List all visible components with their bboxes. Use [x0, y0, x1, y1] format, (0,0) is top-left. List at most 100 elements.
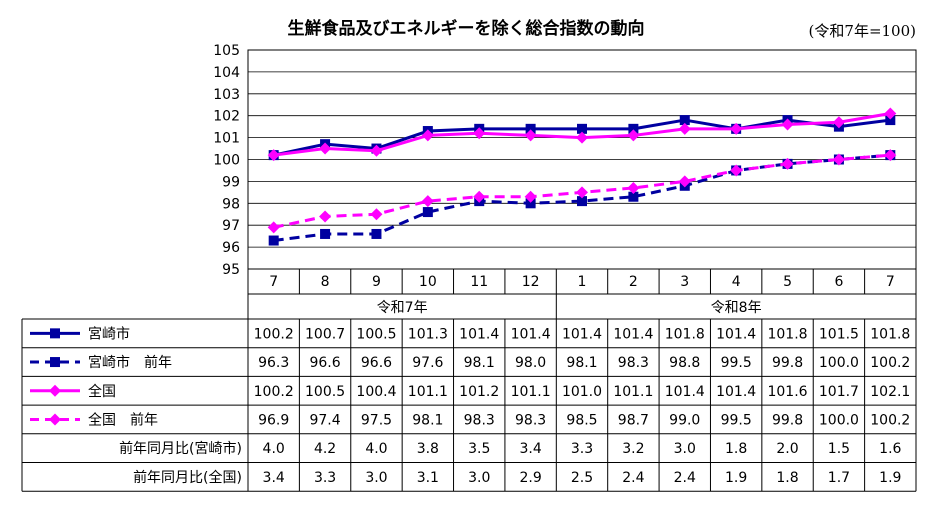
- table-value: 101.7: [819, 384, 859, 400]
- table-value: 2.4: [674, 470, 696, 486]
- table-value: 2.4: [622, 470, 644, 486]
- x-tick-label: 5: [783, 274, 792, 290]
- table-value: 3.1: [417, 470, 439, 486]
- table-value: 1.9: [725, 470, 747, 486]
- table-value: 101.8: [767, 326, 807, 342]
- table-value: 101.4: [613, 326, 653, 342]
- data-point: [267, 149, 280, 162]
- table-row-label: 前年同月比(宮崎市): [119, 440, 242, 457]
- data-point: [628, 191, 639, 202]
- x-tick-label: 7: [269, 274, 278, 290]
- y-tick-label: 102: [213, 109, 240, 125]
- table-value: 99.8: [772, 412, 803, 428]
- table-value: 100.5: [305, 384, 345, 400]
- data-point: [524, 129, 537, 142]
- data-point: [577, 196, 587, 207]
- data-point: [730, 122, 743, 135]
- data-point: [679, 115, 690, 126]
- y-tick-label: 95: [222, 262, 240, 278]
- y-tick-label: 97: [222, 218, 240, 234]
- table-value: 98.7: [618, 412, 649, 428]
- data-point: [576, 186, 588, 199]
- table-value: 98.3: [464, 412, 495, 428]
- data-point: [832, 153, 845, 166]
- table-value: 4.0: [263, 441, 285, 457]
- data-point: [371, 228, 382, 239]
- table-value: 2.9: [519, 470, 541, 486]
- legend-label: 全国 前年: [88, 411, 158, 428]
- data-point: [319, 142, 332, 155]
- table-value: 100.2: [870, 412, 910, 428]
- data-point: [525, 123, 536, 134]
- table-value: 4.2: [314, 441, 336, 457]
- legend-label: 宮崎市: [88, 325, 130, 342]
- table-value: 3.4: [519, 441, 541, 457]
- table-value: 2.5: [571, 470, 593, 486]
- y-tick-label: 99: [222, 174, 240, 190]
- table-value: 101.4: [716, 384, 756, 400]
- table-value: 101.8: [870, 326, 910, 342]
- data-point: [577, 123, 587, 134]
- data-point: [421, 129, 434, 142]
- table-value: 101.4: [511, 326, 551, 342]
- y-tick-label: 103: [213, 87, 240, 103]
- table-value: 102.1: [870, 384, 910, 400]
- x-tick-label: 6: [834, 274, 843, 290]
- table-row-label: 前年同月比(全国): [133, 469, 242, 486]
- table-value: 101.4: [716, 326, 756, 342]
- table-value: 3.0: [468, 470, 490, 486]
- data-point: [473, 190, 486, 203]
- data-point: [781, 118, 794, 131]
- table-value: 99.0: [669, 412, 700, 428]
- table-value: 1.8: [776, 470, 798, 486]
- table-value: 98.5: [566, 412, 597, 428]
- table-value: 3.3: [571, 441, 593, 457]
- table-value: 4.0: [365, 441, 387, 457]
- table-value: 100.0: [819, 412, 859, 428]
- data-point: [627, 181, 640, 194]
- table-value: 100.4: [356, 384, 396, 400]
- table-value: 97.5: [361, 412, 392, 428]
- table-value: 3.4: [263, 470, 285, 486]
- table-value: 1.6: [879, 441, 901, 457]
- table-value: 96.6: [309, 355, 340, 371]
- x-tick-label: 12: [522, 274, 540, 290]
- table-value: 101.8: [665, 326, 705, 342]
- data-point: [267, 221, 280, 234]
- table-value: 98.1: [464, 355, 495, 371]
- table-value: 98.0: [515, 355, 546, 371]
- table-value: 97.6: [412, 355, 443, 371]
- table-value: 96.3: [258, 355, 289, 371]
- data-point: [319, 210, 332, 223]
- chart-title: 生鮮食品及びエネルギーを除く総合指数の動向: [287, 19, 645, 39]
- data-point: [370, 208, 383, 221]
- table-value: 96.6: [361, 355, 392, 371]
- table-value: 101.0: [562, 384, 602, 400]
- table-value: 2.0: [776, 441, 798, 457]
- legend-marker: [50, 357, 60, 368]
- table-value: 101.4: [562, 326, 602, 342]
- table-value: 100.0: [819, 355, 859, 371]
- y-tick-label: 96: [222, 240, 240, 256]
- x-tick-label: 1: [578, 274, 587, 290]
- data-point: [370, 144, 383, 157]
- x-tick-label: 10: [419, 274, 437, 290]
- table-value: 101.3: [408, 326, 448, 342]
- data-point: [525, 198, 536, 209]
- table-value: 97.4: [309, 412, 340, 428]
- data-point: [421, 195, 434, 208]
- x-tick-label: 2: [629, 274, 638, 290]
- data-point: [832, 116, 845, 129]
- data-point: [627, 129, 640, 142]
- data-point: [473, 127, 486, 140]
- x-tick-label: 11: [470, 274, 488, 290]
- y-tick-label: 100: [213, 153, 240, 169]
- base-year-note: (令和7年=100): [808, 22, 916, 40]
- table-value: 3.3: [314, 470, 336, 486]
- y-tick-label: 98: [222, 196, 240, 212]
- x-tick-label: 9: [372, 274, 381, 290]
- table-value: 1.9: [879, 470, 901, 486]
- table-value: 101.4: [459, 326, 499, 342]
- table-value: 99.5: [721, 412, 752, 428]
